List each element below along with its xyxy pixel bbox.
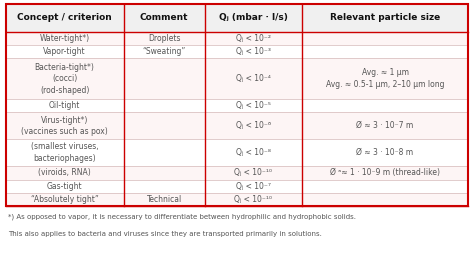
- Text: Virus-tight*)
(vaccines such as pox): Virus-tight*) (vaccines such as pox): [21, 115, 108, 136]
- Text: Avg. ≈ 1 μm
Avg. ≈ 0.5-1 μm, 2–10 μm long: Avg. ≈ 1 μm Avg. ≈ 0.5-1 μm, 2–10 μm lon…: [326, 68, 444, 89]
- Text: Qⱼ < 10⁻⁶: Qⱼ < 10⁻⁶: [236, 121, 271, 130]
- Text: Qⱼ < 10⁻¹⁰: Qⱼ < 10⁻¹⁰: [234, 195, 272, 204]
- Bar: [6, 99, 468, 112]
- Bar: [6, 166, 468, 180]
- Text: Bacteria-tight*)
(cocci)
(rod-shaped): Bacteria-tight*) (cocci) (rod-shaped): [35, 63, 95, 95]
- Text: *) As opposed to vapor, it is necessary to differentiate between hydrophilic and: *) As opposed to vapor, it is necessary …: [8, 213, 356, 220]
- Bar: [6, 58, 468, 99]
- Text: Vapor-tight: Vapor-tight: [43, 47, 86, 56]
- Text: Qⱼ < 10⁻⁴: Qⱼ < 10⁻⁴: [236, 74, 271, 83]
- Bar: [6, 4, 468, 32]
- Text: Qⱼ < 10⁻⁷: Qⱼ < 10⁻⁷: [236, 182, 271, 191]
- Text: This also applies to bacteria and viruses since they are transported primarily i: This also applies to bacteria and viruse…: [8, 231, 322, 237]
- Text: “Sweating”: “Sweating”: [143, 47, 186, 56]
- Text: (smallest viruses,
bacteriophages): (smallest viruses, bacteriophages): [31, 143, 99, 163]
- Text: Ø ≈ 3 · 10⁻8 m: Ø ≈ 3 · 10⁻8 m: [356, 148, 414, 157]
- Text: Qⱼ < 10⁻⁸: Qⱼ < 10⁻⁸: [236, 148, 271, 157]
- Text: (viroids, RNA): (viroids, RNA): [38, 168, 91, 177]
- Text: “Absolutely tight”: “Absolutely tight”: [31, 195, 99, 204]
- Bar: [6, 193, 468, 206]
- Bar: [6, 139, 468, 166]
- Text: Ø ᵃ≈ 1 · 10⁻9 m (thread-like): Ø ᵃ≈ 1 · 10⁻9 m (thread-like): [330, 168, 440, 177]
- Text: Qⱼ < 10⁻³: Qⱼ < 10⁻³: [236, 47, 271, 56]
- Text: Qⱼ (mbar · l/s): Qⱼ (mbar · l/s): [219, 13, 288, 22]
- Text: Gas-tight: Gas-tight: [47, 182, 82, 191]
- Text: Comment: Comment: [140, 13, 188, 22]
- Text: Relevant particle size: Relevant particle size: [330, 13, 440, 22]
- Text: Qⱼ < 10⁻⁵: Qⱼ < 10⁻⁵: [236, 101, 271, 110]
- Text: Ø ≈ 3 · 10⁻7 m: Ø ≈ 3 · 10⁻7 m: [356, 121, 414, 130]
- Text: Droplets: Droplets: [148, 34, 181, 43]
- Bar: [6, 32, 468, 45]
- Bar: [6, 4, 468, 206]
- Text: Oil-tight: Oil-tight: [49, 101, 81, 110]
- Bar: [6, 180, 468, 193]
- Text: Technical: Technical: [146, 195, 182, 204]
- Bar: [6, 112, 468, 139]
- Bar: [6, 45, 468, 58]
- Text: Water-tight*): Water-tight*): [40, 34, 90, 43]
- Text: Qⱼ < 10⁻¹⁰: Qⱼ < 10⁻¹⁰: [234, 168, 272, 177]
- Text: Qⱼ < 10⁻²: Qⱼ < 10⁻²: [236, 34, 271, 43]
- Text: Concept / criterion: Concept / criterion: [17, 13, 112, 22]
